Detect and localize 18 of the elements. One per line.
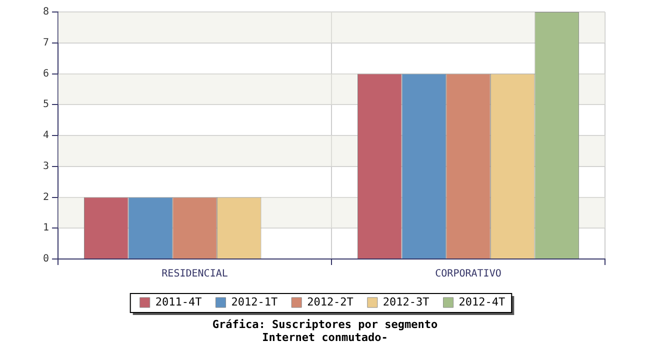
x-tick-label: CORPORATIVO — [435, 268, 502, 280]
y-tick-label: 5 — [42, 99, 50, 110]
legend-label: 2012-3T — [382, 295, 430, 308]
y-tick-label: 4 — [42, 130, 50, 142]
legend-label: 2012-4T — [458, 295, 506, 308]
y-tick-label: 7 — [42, 37, 50, 48]
y-tick-label: 2 — [42, 192, 50, 203]
text: Gráfica: Suscriptores por segmento — [211, 318, 439, 331]
y-tick-label: 6 — [42, 68, 50, 80]
y-tick-label: 3 — [42, 160, 50, 172]
x-tick-label: RESIDENCIAL — [162, 268, 228, 280]
legend-label: 2012-2T — [307, 295, 354, 308]
y-tick-label: 0 — [42, 254, 50, 265]
legend-label: 2012-1T — [231, 295, 278, 308]
text: Internet conmutado- — [261, 331, 389, 344]
legend-label: 2011-4T — [155, 295, 202, 308]
y-tick-label: 8 — [42, 6, 50, 18]
y-tick-label: 1 — [42, 222, 50, 234]
